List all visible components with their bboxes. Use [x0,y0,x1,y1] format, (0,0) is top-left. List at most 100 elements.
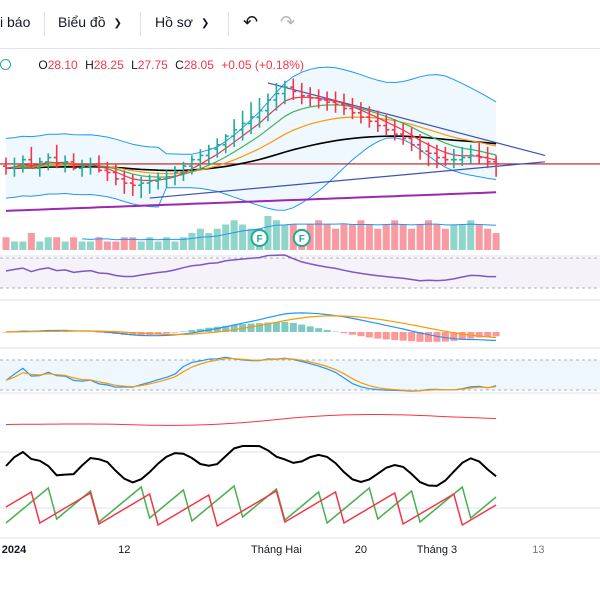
candle [408,127,415,152]
candle [366,106,373,128]
x-axis-tick-label: Tháng Hai [251,544,302,556]
bollinger-band-fill [6,67,497,211]
macd-histogram-bar [323,329,331,332]
candle [433,144,440,169]
toolbar-divider [228,12,229,36]
volume-bar [44,237,52,250]
candle [112,163,119,186]
macd-histogram-bar [348,332,356,335]
macd-histogram-bar [188,330,196,332]
macd-histogram-bar [306,326,314,332]
macd-histogram-bar [196,328,204,332]
volume-bar [475,224,483,250]
macd-histogram-bar [315,328,323,332]
volume-bar [95,237,103,250]
volume-bar [163,237,171,250]
undo-icon[interactable]: ↶ [243,12,259,32]
stoch-d-line [5,358,497,392]
macd-histogram-bar [382,332,390,340]
candle [357,102,364,124]
earnings-flag-icon: F [292,229,311,247]
redo-icon[interactable]: ↷ [280,12,296,32]
macd-histogram-bar [425,332,432,342]
volume-bar [484,228,492,250]
candle [425,142,432,167]
candle [281,80,288,105]
volume-bar [272,220,280,250]
volume-bar [433,224,441,250]
candle [70,153,77,171]
candle [467,144,474,164]
low-value: 27.75 [137,58,168,72]
candle [205,144,212,164]
candle [400,123,407,145]
volume-bar [19,241,27,250]
macd-histogram-bar [433,332,441,342]
profile-dropdown[interactable]: Hồ sơ ❯ [155,14,209,30]
volume-bar [281,224,289,250]
volume-bar [137,241,145,250]
alerts-button[interactable]: i báo [0,14,30,30]
volume-bar [416,224,424,250]
candle [197,149,204,169]
volume-bar [53,237,61,250]
volume-ma-line [81,223,497,241]
candle [231,119,238,147]
candle [104,161,111,182]
volume-bar [179,237,187,250]
macd-signal-line [5,315,497,339]
candle [146,174,153,194]
macd-histogram-bar [484,332,492,337]
candle [264,93,271,122]
candle [324,91,331,111]
indicators-dropdown[interactable]: Biểu đồ ❯ [58,14,122,30]
candle [248,102,255,135]
macd-histogram-bar [450,332,458,341]
volume-bar [408,228,416,250]
candle [383,114,390,137]
aroon-up-line [5,484,497,525]
volume-bar [458,224,466,250]
macd-histogram-bar [408,332,416,342]
candle [79,159,86,177]
candle [129,174,136,196]
candle [87,157,94,175]
macd-histogram-bar [179,331,187,332]
volume-bar [213,228,221,250]
macd-histogram-bar [272,322,280,332]
macd-histogram-bar [281,321,289,332]
candle [163,170,170,188]
rsi-band [0,258,600,288]
volume-bar [315,220,323,250]
volume-bar [27,233,35,250]
candle [493,155,500,177]
candle [442,146,449,167]
macd-histogram-bar [95,332,103,333]
candle [239,110,246,141]
top-toolbar: i báo Biểu đồ ❯ Hồ sơ ❯ ↶ ↷ [0,0,600,49]
candle [214,138,221,158]
volume-bar [146,237,154,250]
volume-bar [129,237,137,250]
candle [374,110,381,132]
volume-bar [467,220,475,250]
candle [450,149,457,169]
volume-bar [332,228,340,250]
chevron-down-icon: ❯ [200,18,210,29]
macd-histogram-bar [163,332,171,334]
candle [341,93,347,115]
indicators-label: Biểu đồ [58,14,106,30]
volume-bar [36,241,44,250]
aroon-down-line [5,489,497,528]
volume-bar [374,228,382,250]
x-axis-tick-label: 13 [532,544,545,556]
candle [28,146,35,170]
volume-bar [188,233,196,250]
volume-bar [391,220,399,250]
macd-histogram-bar [399,332,407,341]
macd-histogram-bar [340,332,348,334]
svg-text:F: F [256,234,262,245]
volume-bar [78,241,86,250]
candle [188,155,195,175]
